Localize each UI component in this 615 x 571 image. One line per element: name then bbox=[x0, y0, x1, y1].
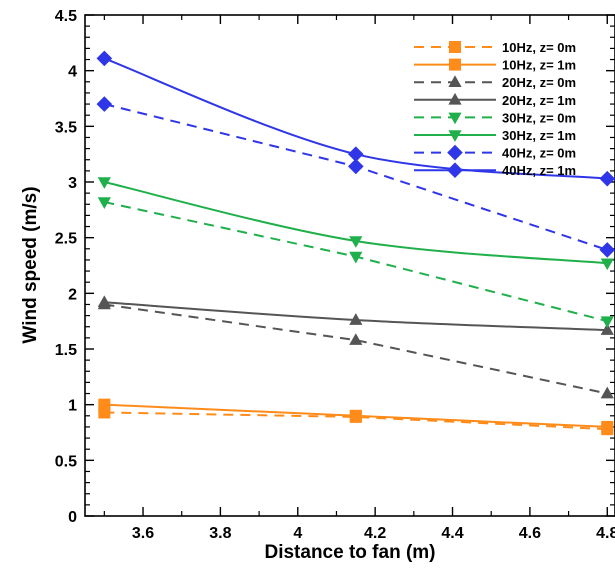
series-3 bbox=[97, 297, 614, 399]
legend-item: 30Hz, z= 0m bbox=[414, 110, 576, 125]
y-tick-label: 1.5 bbox=[55, 342, 77, 359]
y-tick-label: 2 bbox=[68, 286, 77, 303]
y-axis-title: Wind speed (m/s) bbox=[20, 186, 41, 343]
data-point bbox=[97, 295, 111, 308]
x-tick-label: 3.8 bbox=[209, 525, 231, 542]
data-point bbox=[349, 409, 362, 422]
x-tick-label: 4.4 bbox=[441, 525, 463, 542]
x-axis: 3.6 3.8 4 4.2 4.4 4.6 4.8 bbox=[103, 15, 615, 542]
x-tick-label: 3.6 bbox=[132, 525, 154, 542]
y-tick-label: 3.5 bbox=[55, 119, 77, 136]
series-5 bbox=[97, 197, 614, 329]
data-point bbox=[97, 177, 111, 189]
legend-item: 20Hz, z= 0m bbox=[414, 75, 576, 90]
data-point bbox=[599, 170, 615, 187]
legend: 10Hz, z= 0m 10Hz, z= 1m 20Hz, z= 0m 20Hz, z… bbox=[414, 40, 576, 178]
legend-marker bbox=[448, 130, 462, 142]
legend-marker bbox=[448, 92, 462, 105]
series-line bbox=[104, 303, 608, 395]
legend-marker bbox=[448, 112, 462, 125]
data-point bbox=[601, 420, 614, 433]
data-point bbox=[349, 251, 363, 264]
legend-marker bbox=[449, 58, 461, 71]
legend-label: 20Hz, z= 0m bbox=[502, 75, 576, 90]
y-tick-label: 4.5 bbox=[55, 8, 77, 25]
legend-item: 30Hz, z= 1m bbox=[414, 128, 576, 143]
legend-label: 40Hz, z= 0m bbox=[502, 146, 576, 161]
legend-label: 30Hz, z= 0m bbox=[502, 110, 576, 125]
y-tick-label: 0.5 bbox=[55, 453, 77, 470]
data-point bbox=[599, 242, 615, 258]
x-tick-label: 4.8 bbox=[596, 525, 615, 542]
x-axis-title: Distance to fan (m) bbox=[264, 542, 435, 563]
data-point bbox=[348, 158, 364, 175]
legend-item: 40Hz, z= 1m bbox=[414, 162, 576, 178]
legend-item: 10Hz, z= 1m bbox=[414, 58, 576, 73]
legend-marker bbox=[449, 41, 461, 53]
x-tick-label: 4 bbox=[293, 525, 302, 542]
series-6 bbox=[97, 177, 614, 271]
legend-marker bbox=[447, 162, 463, 178]
y-tick-label: 4 bbox=[68, 64, 77, 81]
series-layer bbox=[96, 50, 615, 436]
data-point bbox=[349, 313, 363, 325]
legend-label: 40Hz, z= 1m bbox=[502, 163, 576, 178]
legend-label: 30Hz, z= 1m bbox=[502, 128, 576, 143]
series-2 bbox=[98, 398, 614, 433]
y-tick-label: 2.5 bbox=[55, 231, 77, 248]
data-point bbox=[96, 50, 113, 67]
legend-label: 20Hz, z= 1m bbox=[502, 93, 576, 108]
data-point bbox=[600, 316, 614, 329]
legend-item: 10Hz, z= 0m bbox=[414, 40, 576, 55]
legend-marker bbox=[448, 75, 462, 87]
data-point bbox=[349, 333, 363, 345]
series-7 bbox=[96, 96, 615, 258]
data-point bbox=[600, 258, 614, 271]
legend-item: 20Hz, z= 1m bbox=[414, 93, 576, 108]
legend-item: 40Hz, z= 0m bbox=[414, 144, 576, 161]
legend-label: 10Hz, z= 0m bbox=[502, 40, 576, 55]
data-point bbox=[97, 197, 111, 209]
legend-marker bbox=[447, 144, 463, 161]
data-point bbox=[349, 236, 363, 248]
series-4 bbox=[97, 295, 614, 335]
data-point bbox=[98, 398, 111, 411]
data-point bbox=[600, 386, 614, 399]
data-point bbox=[348, 146, 364, 162]
series-8 bbox=[96, 50, 615, 187]
legend-label: 10Hz, z= 1m bbox=[502, 58, 576, 73]
data-point bbox=[96, 96, 113, 112]
x-tick-label: 4.6 bbox=[519, 525, 541, 542]
plot-area bbox=[84, 14, 615, 517]
data-point bbox=[600, 323, 614, 335]
y-axis: 0 0.5 1 1.5 2 2.5 3 3.5 4 4.5 bbox=[55, 8, 615, 526]
y-tick-label: 0 bbox=[68, 509, 77, 526]
series-line bbox=[104, 181, 608, 265]
y-tick-label: 3 bbox=[68, 175, 77, 192]
y-tick-label: 1 bbox=[68, 398, 77, 415]
x-tick-label: 4.2 bbox=[364, 525, 386, 542]
